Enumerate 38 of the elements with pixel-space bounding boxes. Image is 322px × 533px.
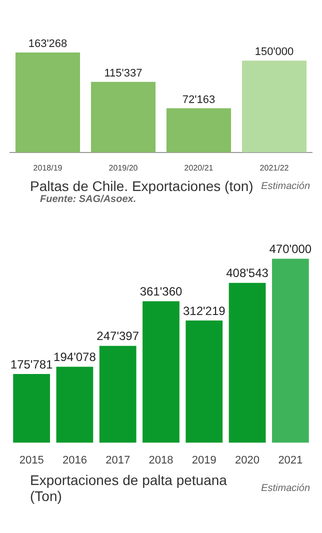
text: Exportaciones de palta petuana (Ton) <box>30 472 228 504</box>
bar <box>15 52 80 152</box>
data-label: 163'268 <box>28 38 68 50</box>
bar <box>228 282 266 443</box>
x-tick-label: 2020 <box>235 454 260 466</box>
bar <box>90 82 156 152</box>
x-tick-label: 2017 <box>106 454 130 466</box>
data-label: 312'219 <box>182 304 226 318</box>
x-tick-label: 2018/19 <box>33 163 63 172</box>
bar <box>186 320 223 443</box>
bar <box>242 60 307 152</box>
text: Estimación <box>261 180 310 192</box>
text: Estimación <box>261 482 310 494</box>
x-tick-label: 2021/22 <box>260 163 290 172</box>
bar <box>99 346 136 443</box>
bar <box>13 374 50 443</box>
x-tick-label: 2020/21 <box>184 163 214 172</box>
data-label: 194'078 <box>54 350 96 364</box>
x-tick-label: 2019/20 <box>108 163 138 172</box>
bar <box>142 301 180 443</box>
text: Paltas de Chile. Exportaciones (ton) <box>30 178 254 194</box>
bar <box>166 108 232 152</box>
data-label: 150'000 <box>254 46 294 58</box>
data-label: 175'781 <box>10 357 54 372</box>
data-label: 72'163 <box>182 94 216 106</box>
x-tick-label: 2021 <box>278 454 303 466</box>
x-tick-label: 2018 <box>148 454 174 466</box>
x-tick-label: 2019 <box>192 454 216 466</box>
x-tick-label: 2016 <box>62 454 87 466</box>
data-label: 408'543 <box>226 266 269 280</box>
data-label: 115'337 <box>104 67 142 80</box>
bar <box>272 258 309 443</box>
source-note: Fuente: SAG/Asoex. <box>40 194 138 205</box>
bar <box>56 366 94 443</box>
data-label: 361'360 <box>140 284 182 299</box>
data-label: 470'000 <box>269 242 312 256</box>
data-label: 247'397 <box>96 329 140 344</box>
x-tick-label: 2015 <box>19 454 44 466</box>
